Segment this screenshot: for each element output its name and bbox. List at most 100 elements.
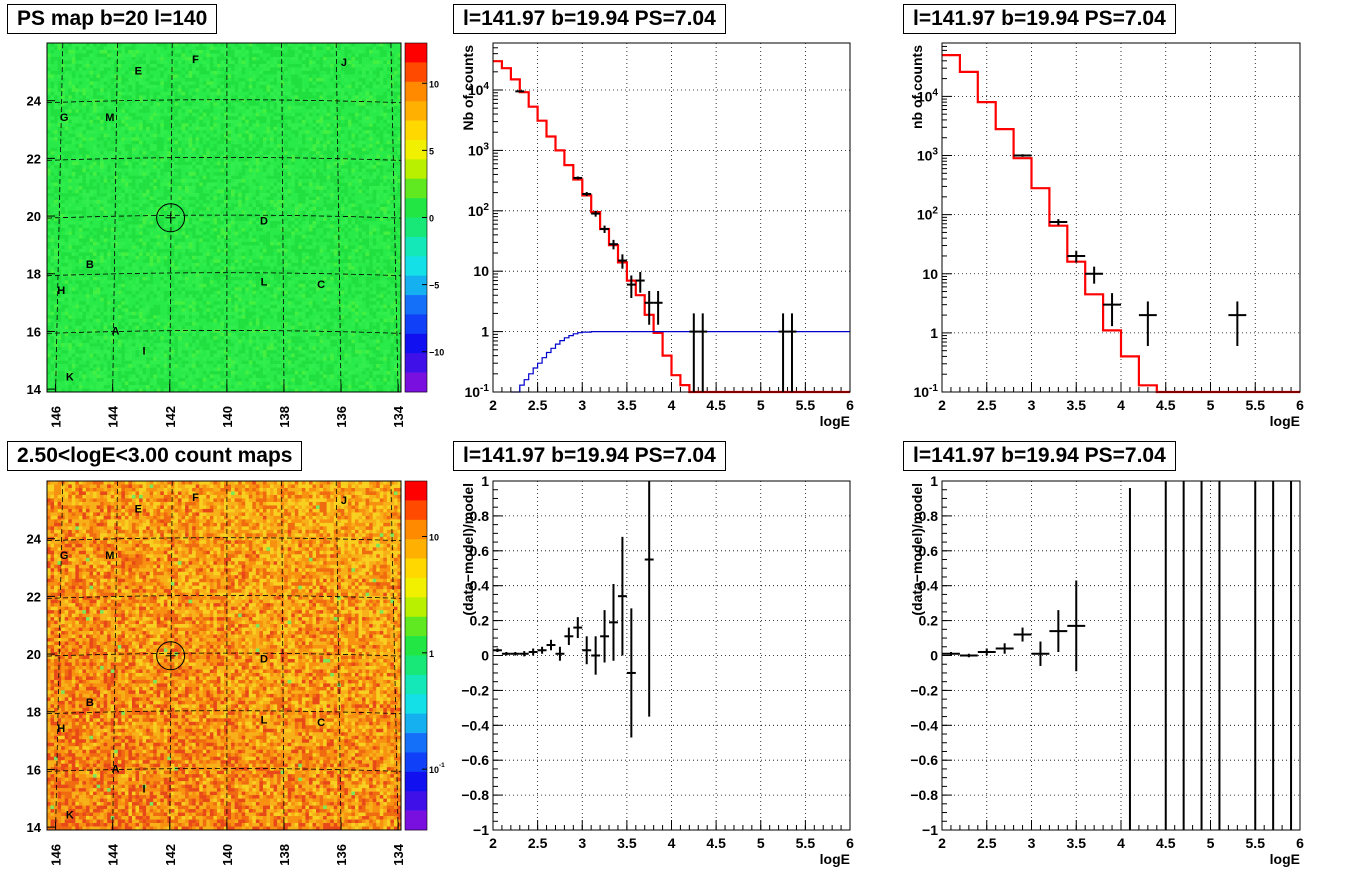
map-pixel: [135, 88, 140, 93]
map-pixel: [362, 53, 366, 58]
map-pixel: [153, 77, 158, 82]
map-pixel: [202, 151, 207, 155]
map-pixel: [337, 133, 342, 138]
map-pixel: [160, 154, 165, 159]
map-pixel: [50, 168, 55, 173]
map-pixel: [85, 70, 90, 75]
map-pixel: [386, 123, 391, 128]
map-pixel: [131, 130, 136, 135]
map-pixel: [270, 43, 274, 47]
map-pixel: [238, 179, 242, 183]
map-pixel: [121, 112, 126, 117]
map-pixel: [85, 123, 90, 128]
map-pixel: [231, 147, 235, 152]
map-pixel: [351, 60, 356, 65]
map-pixel: [54, 46, 58, 51]
map-pixel: [379, 102, 384, 107]
map-pixel: [78, 172, 83, 176]
map-pixel: [192, 49, 196, 54]
map-pixel: [354, 172, 359, 176]
map-pixel: [139, 147, 143, 152]
map-pixel: [326, 88, 331, 93]
map-pixel: [64, 53, 69, 58]
map-pixel: [316, 179, 320, 183]
map-pixel: [220, 56, 225, 61]
map-pixel: [121, 49, 126, 54]
map-pixel: [298, 95, 303, 100]
map-pixel: [213, 147, 218, 152]
map-pixel: [316, 81, 320, 86]
map-pixel: [185, 74, 189, 79]
map-pixel: [82, 144, 87, 148]
map-pixel: [316, 88, 320, 93]
map-pixel: [153, 119, 158, 124]
map-pixel: [390, 102, 395, 107]
map-pixel: [238, 49, 242, 54]
map-pixel: [326, 102, 331, 107]
map-pixel: [224, 186, 228, 190]
map-pixel: [344, 49, 349, 54]
map-pixel: [333, 77, 338, 82]
map-pixel: [114, 74, 119, 79]
map-pixel: [117, 140, 122, 145]
map-pixel: [220, 140, 225, 145]
map-pixel: [270, 46, 274, 51]
map-pixel: [340, 133, 345, 138]
map-pixel: [93, 95, 97, 100]
map-pixel: [390, 70, 395, 75]
map-pixel: [47, 186, 51, 190]
map-pixel: [220, 119, 225, 124]
map-pixel: [248, 172, 253, 176]
map-pixel: [397, 182, 402, 187]
map-pixel: [100, 116, 104, 121]
map-pixel: [294, 77, 299, 82]
map-pixel: [224, 144, 228, 148]
map-pixel: [128, 126, 133, 131]
map-pixel: [248, 84, 253, 89]
map-pixel: [170, 63, 175, 68]
map-pixel: [238, 154, 242, 159]
map-pixel: [135, 182, 140, 187]
map-pixel: [372, 81, 377, 86]
map-pixel: [390, 46, 395, 51]
map-pixel: [47, 56, 51, 61]
map-pixel: [82, 140, 87, 145]
map-pixel: [156, 123, 161, 128]
map-pixel: [259, 84, 264, 89]
map-pixel: [241, 123, 246, 128]
map-pixel: [284, 81, 289, 86]
map-pixel: [181, 46, 186, 51]
map-pixel: [312, 46, 317, 51]
map-pixel: [273, 112, 278, 117]
map-pixel: [333, 81, 338, 86]
map-pixel: [128, 56, 133, 61]
map-pixel: [316, 49, 320, 54]
map-pixel: [308, 95, 313, 100]
map-pixel: [213, 154, 218, 159]
map-pixel: [291, 126, 296, 131]
x-tick-label: 4.5: [706, 835, 726, 851]
map-pixel: [231, 67, 235, 72]
map-pixel: [103, 172, 108, 176]
map-pixel: [255, 126, 260, 131]
map-pixel: [139, 91, 143, 96]
map-pixel: [89, 189, 94, 194]
map-pixel: [301, 140, 306, 145]
map-pixel: [262, 60, 267, 65]
map-pixel: [68, 77, 73, 82]
map-pixel: [128, 151, 133, 155]
map-pixel: [188, 112, 193, 117]
map-pixel: [358, 112, 363, 117]
map-pixel: [78, 70, 83, 75]
map-pixel: [149, 70, 154, 75]
map-pixel: [270, 140, 274, 145]
map-pixel: [85, 133, 90, 138]
map-pixel: [195, 81, 200, 86]
map-pixel: [100, 95, 104, 100]
map-pixel: [181, 116, 186, 121]
map-pixel: [209, 126, 214, 131]
map-pixel: [82, 151, 87, 155]
map-pixel: [379, 74, 384, 79]
map-pixel: [238, 60, 242, 65]
map-pixel: [153, 186, 158, 190]
